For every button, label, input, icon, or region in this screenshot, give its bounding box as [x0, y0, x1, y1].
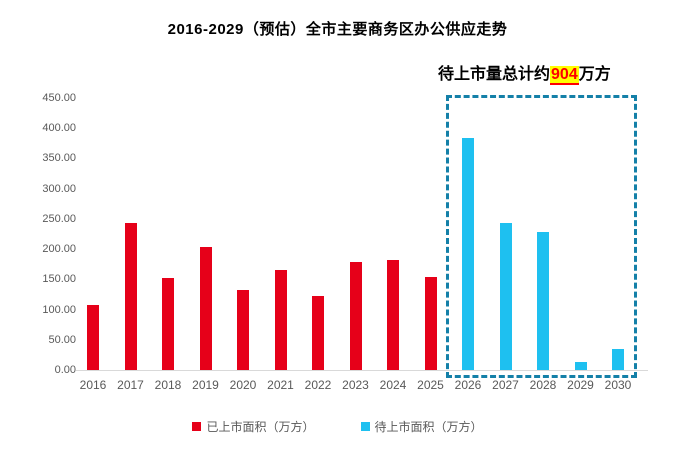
y-axis-tick-label: 350.00 [42, 152, 76, 165]
bar-2027-pending [499, 222, 512, 370]
y-axis-tick-label: 250.00 [42, 212, 76, 225]
bar-2030-pending [612, 348, 624, 370]
x-axis-tick-label: 2018 [154, 378, 182, 392]
legend-item-pending: 待上市面积（万方） [360, 418, 483, 435]
x-axis-tick-label: 2022 [304, 378, 332, 392]
annotation-highlight-value: 904 [550, 66, 579, 85]
bar-2025-listed [424, 276, 437, 370]
y-axis-tick-label: 200.00 [42, 243, 76, 256]
bar-2020-listed [237, 289, 249, 370]
bar-2019-listed [199, 246, 212, 370]
pending-total-annotation: 待上市量总计约904万方 [438, 60, 611, 85]
legend-swatch-pending [360, 422, 370, 431]
bar-2028-pending [537, 232, 549, 370]
x-axis-tick-label: 2025 [417, 378, 444, 392]
bar-2022-listed [312, 296, 324, 370]
y-axis-tick-label: 400.00 [42, 122, 76, 135]
y-axis-tick-label: 100.00 [42, 303, 76, 316]
x-axis-tick-label: 2027 [492, 378, 519, 392]
annotation-suffix: 万方 [578, 66, 611, 83]
x-axis-tick-label: 2017 [117, 378, 144, 392]
legend-swatch-listed [192, 422, 202, 431]
bar-2016-listed [87, 304, 99, 370]
x-axis-tick-label: 2026 [454, 378, 482, 392]
legend-label-pending: 待上市面积（万方） [374, 420, 483, 434]
x-axis-tick-label: 2020 [229, 378, 257, 392]
legend-item-listed: 已上市面积（万方） [192, 418, 315, 435]
x-axis-tick-label: 2029 [567, 378, 594, 392]
x-axis-tick-label: 2023 [342, 378, 369, 392]
y-axis-tick-label: 150.00 [42, 273, 76, 286]
x-axis-line [76, 370, 648, 371]
x-axis-tick-label: 2024 [379, 378, 407, 392]
x-axis-tick-label: 2019 [192, 378, 219, 392]
bar-2026-pending [462, 138, 474, 370]
y-axis-tick-label: 0.00 [54, 364, 76, 376]
x-axis-tick-label: 2028 [529, 378, 557, 392]
bar-2021-listed [274, 269, 287, 370]
y-axis-tick-label: 300.00 [42, 182, 76, 195]
pending-region-box [446, 95, 637, 378]
x-axis-tick-label: 2016 [79, 378, 107, 392]
y-axis-tick-label: 50.00 [48, 333, 76, 346]
bar-2017-listed [124, 223, 137, 370]
bar-2024-listed [387, 259, 399, 370]
x-axis-tick-label: 2030 [604, 378, 632, 392]
legend-label-listed: 已上市面积（万方） [206, 420, 315, 434]
bar-2023-listed [349, 262, 362, 370]
bar-2029-pending [574, 361, 587, 370]
x-axis-tick-label: 2021 [267, 378, 294, 392]
y-axis-tick-label: 450.00 [42, 92, 76, 104]
bar-2018-listed [162, 277, 174, 370]
annotation-prefix: 待上市量总计约 [438, 66, 551, 83]
chart-title: 2016-2029（预估）全市主要商务区办公供应走势 [167, 21, 508, 38]
legend: 已上市面积（万方） 待上市面积（万方） [0, 418, 675, 435]
